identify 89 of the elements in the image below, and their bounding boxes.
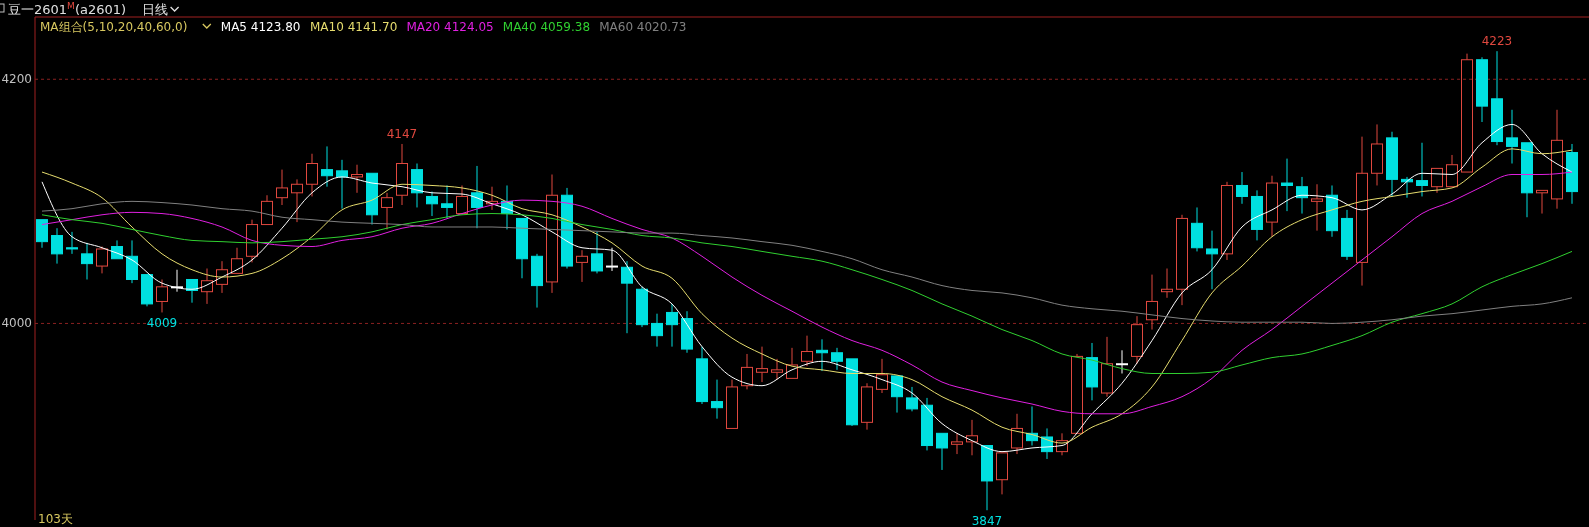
annotation: 4009 <box>146 316 178 331</box>
candlestick <box>561 187 573 269</box>
candlestick <box>1281 158 1293 212</box>
candlestick <box>1416 142 1428 197</box>
candlestick <box>1221 181 1233 261</box>
candlestick <box>1161 268 1173 299</box>
candlestick <box>636 286 648 328</box>
candlestick <box>666 303 678 348</box>
candlestick <box>1311 183 1323 232</box>
candlestick <box>621 260 633 334</box>
candlestick <box>1086 342 1098 401</box>
candlestick <box>1506 109 1518 164</box>
candlestick <box>1356 136 1368 287</box>
text: MA5 4123.80 <box>220 20 301 34</box>
legend-title: MA组合(5,10,20,40,60,0) <box>40 20 188 34</box>
candlestick <box>801 335 813 367</box>
candlestick <box>1491 50 1503 146</box>
text: MA10 4141.70 <box>310 20 398 34</box>
candlestick <box>831 347 843 371</box>
candlestick <box>1236 171 1248 205</box>
candlestick <box>861 382 873 431</box>
candlestick <box>291 178 303 223</box>
candlestick <box>156 278 168 313</box>
candlestick <box>1476 56 1488 123</box>
candlestick <box>681 310 693 354</box>
text: MA60 4020.73 <box>599 20 687 34</box>
candlestick <box>906 386 918 412</box>
candlestick <box>81 242 93 280</box>
candlestick <box>246 219 258 263</box>
candlestick <box>1386 131 1398 197</box>
candlestick <box>171 269 183 293</box>
candlestick <box>1056 432 1068 456</box>
candlestick <box>1146 274 1158 331</box>
candlestick <box>741 353 753 390</box>
annotation: 3847 <box>971 514 1003 527</box>
candlestick <box>531 253 543 309</box>
candlestick <box>1176 214 1188 306</box>
candlestick <box>336 159 348 210</box>
candlestick <box>966 419 978 456</box>
candlestick <box>1101 336 1113 398</box>
candlestick <box>1011 413 1023 455</box>
candlestick <box>201 268 213 305</box>
candlestick <box>1341 209 1353 261</box>
candlestick <box>756 346 768 383</box>
candlestick <box>486 186 498 211</box>
candlestick <box>921 397 933 451</box>
candlestick <box>426 191 438 217</box>
candlestick <box>951 432 963 455</box>
chart-subtitle: 日线 <box>141 2 168 17</box>
candlestick <box>1191 206 1203 252</box>
candlestick <box>1206 230 1218 290</box>
candlestick <box>126 239 138 284</box>
candlestick <box>816 338 828 372</box>
candlestick <box>711 379 723 420</box>
candlestick <box>1551 109 1563 210</box>
candlestick <box>66 231 78 255</box>
annotation: 4147 <box>386 126 418 141</box>
candlestick <box>1371 123 1383 186</box>
candlestick <box>1326 184 1338 238</box>
chart-title: 豆一2601$^{M}$(a2601) <box>8 1 127 17</box>
candlestick <box>696 346 708 405</box>
y-tick-label: 4200 <box>1 72 32 87</box>
candlestick <box>396 143 408 206</box>
candlestick <box>1266 175 1278 238</box>
candlestick <box>351 164 363 194</box>
y-tick-label: 4000 <box>1 316 32 331</box>
candlestick <box>546 173 558 294</box>
candlestick <box>771 358 783 381</box>
candlestick <box>876 358 888 394</box>
candlestick <box>321 145 333 188</box>
candlestick <box>1251 189 1263 241</box>
candlestick <box>1296 176 1308 215</box>
annotation: 4223 <box>1481 34 1513 49</box>
candlestick <box>276 169 288 206</box>
text: MA40 4059.38 <box>502 20 591 34</box>
candlestick <box>1131 315 1143 365</box>
candlestick <box>381 192 393 230</box>
candlestick <box>51 227 63 265</box>
candlestick <box>216 260 228 294</box>
candlestick <box>576 249 588 283</box>
candlestick <box>1116 349 1128 374</box>
candlestick <box>1566 143 1578 205</box>
text: MA20 4124.05 <box>406 20 494 34</box>
candlestick <box>306 153 318 197</box>
candlestick <box>441 184 453 219</box>
annotation: 103天 <box>38 512 73 526</box>
candlestick <box>606 247 618 272</box>
candlestick <box>651 313 663 348</box>
candlestick <box>591 231 603 274</box>
